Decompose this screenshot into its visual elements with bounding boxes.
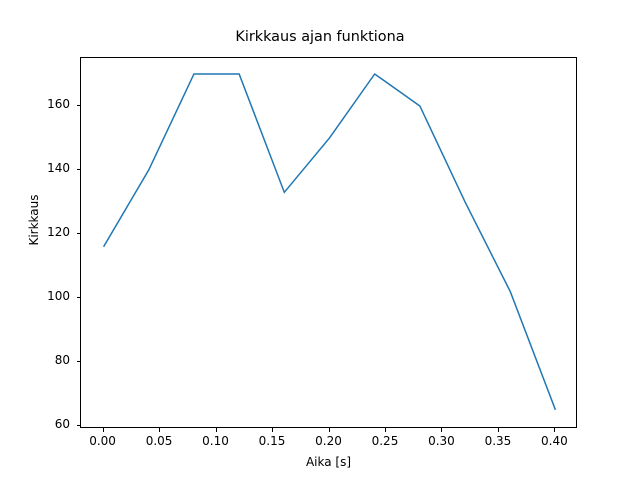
x-tick-mark [497, 428, 499, 432]
data-line-series [102, 72, 557, 411]
y-tick-mark [76, 232, 80, 234]
x-tick-label: 0.20 [315, 434, 342, 448]
y-tick-label: 120 [47, 224, 70, 239]
x-tick-label: 0.40 [541, 434, 568, 448]
x-tick-label: 0.00 [89, 434, 116, 448]
x-tick-label: 0.05 [145, 434, 173, 448]
x-tick-label: 0.35 [484, 434, 512, 448]
y-tick-label: 140 [47, 160, 70, 175]
y-tick-label: 160 [47, 96, 70, 111]
x-tick-mark [215, 428, 217, 432]
y-axis-label: Kirkkaus [27, 194, 41, 246]
x-tick-mark [272, 428, 274, 432]
chart-title: Kirkkaus ajan funktiona [235, 29, 405, 45]
x-tick-label: 0.10 [202, 434, 229, 448]
y-tick-mark [76, 104, 80, 106]
y-tick-label: 80 [54, 352, 70, 367]
x-tick-mark [159, 428, 161, 432]
y-tick-mark [76, 296, 80, 298]
series-polyline [102, 72, 557, 411]
y-tick-label: 100 [47, 288, 70, 303]
y-tick-mark [76, 424, 80, 426]
x-tick-label: 0.30 [428, 434, 455, 448]
y-tick-mark [76, 168, 80, 170]
x-tick-mark [384, 428, 386, 432]
y-tick-mark [76, 360, 80, 362]
x-tick-mark [441, 428, 443, 432]
x-tick-label: 0.25 [371, 434, 399, 448]
y-tick-label: 60 [54, 416, 70, 431]
x-axis-label: Aika [s] [305, 455, 352, 469]
plot-axes-area [80, 57, 577, 428]
x-tick-mark [554, 428, 556, 432]
x-tick-mark [102, 428, 104, 432]
x-tick-label: 0.15 [258, 434, 286, 448]
x-tick-mark [328, 428, 330, 432]
